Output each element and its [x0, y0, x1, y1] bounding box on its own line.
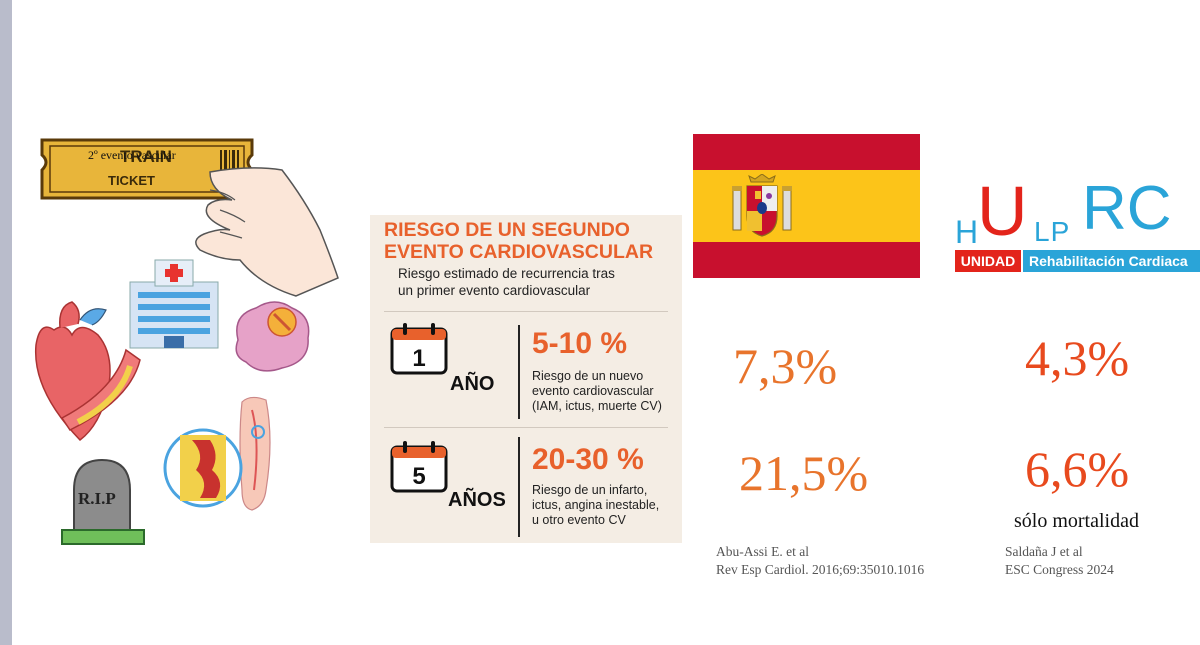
calendar-icon — [390, 441, 448, 493]
calendar-icon — [390, 323, 448, 375]
spain-flag — [693, 134, 920, 278]
infographic-title-line1: RIESGO DE UN SEGUNDO — [384, 219, 630, 241]
hand-icon — [195, 167, 339, 297]
logo-rehab-label: Rehabilitación Cardiaca — [1023, 250, 1200, 272]
reference-line: ESC Congress 2024 — [1005, 562, 1114, 577]
blood-clot-icon — [163, 428, 243, 508]
infographic-title: RIESGO DE UN SEGUNDO EVENTO CARDIOVASCUL… — [384, 219, 674, 263]
hulp-reference: Saldaña J et al ESC Congress 2024 — [1005, 543, 1114, 579]
reference-line: Saldaña J et al — [1005, 544, 1083, 559]
risk-description-1: Riesgo de un nuevo evento cardiovascular… — [532, 369, 692, 414]
logo-unidad-label: UNIDAD — [955, 250, 1021, 272]
artery-icon — [60, 348, 141, 431]
spain-stat-2: 21,5% — [739, 445, 869, 501]
row-divider-line — [518, 325, 520, 419]
desc-line: u otro evento CV — [532, 513, 626, 527]
desc-line: (IAM, ictus, muerte CV) — [532, 399, 662, 413]
coat-of-arms-icon — [732, 174, 792, 237]
risk-percent-5: 20-30 % — [532, 443, 644, 476]
divider — [384, 427, 668, 428]
brain-icon — [235, 301, 310, 372]
spain-reference: Abu-Assi E. et al Rev Esp Cardiol. 2016;… — [716, 543, 924, 579]
calendar-number-5: 5 — [412, 463, 426, 490]
period-label-1: AÑO — [450, 373, 495, 395]
flag-red-stripe — [693, 242, 920, 278]
hulprc-logo: H U LP RC UNIDAD Rehabilitación Cardiaca — [950, 170, 1200, 275]
flag-yellow-stripe — [693, 170, 920, 242]
infographic-subtitle-line2: un primer evento cardiovascular — [398, 283, 591, 298]
divider — [384, 311, 668, 312]
leg-icon — [239, 396, 271, 511]
illustration-collage: TRAIN TICKET — [20, 110, 350, 560]
logo-letter-h: H — [955, 214, 979, 250]
flag-red-stripe — [693, 134, 920, 170]
logo-letter-u: U — [977, 172, 1028, 250]
risk-infographic: RIESGO DE UN SEGUNDO EVENTO CARDIOVASCUL… — [370, 215, 682, 543]
infographic-subtitle-line1: Riesgo estimado de recurrencia tras — [398, 266, 615, 281]
left-edge-bar — [0, 0, 12, 645]
tombstone-text: R.I.P — [78, 489, 116, 508]
logo-letters-rc: RC — [1082, 174, 1172, 243]
mortality-note: sólo mortalidad — [1014, 510, 1139, 532]
spain-stat-1: 7,3% — [733, 338, 838, 394]
risk-percent-1: 5-10 % — [532, 327, 628, 360]
ticket-overlay-text: 2º evento vascular — [88, 148, 176, 162]
hulp-stat-1: 4,3% — [1025, 330, 1130, 386]
risk-description-5: Riesgo de un infarto, ictus, angina ines… — [532, 483, 692, 528]
infographic-title-line2: EVENTO CARDIOVASCULAR — [384, 241, 654, 263]
hulp-stat-2: 6,6% — [1025, 441, 1130, 497]
illustration-svg: TRAIN TICKET — [34, 138, 339, 545]
ticket-line1: TRAIN — [120, 147, 172, 166]
calendar-number-1: 1 — [412, 345, 426, 372]
desc-line: ictus, angina inestable, — [532, 498, 660, 512]
ticket-line2: TICKET — [108, 173, 155, 188]
logo-letters-lp: LP — [1034, 216, 1071, 247]
row-divider-line — [518, 437, 520, 537]
desc-line: Riesgo de un nuevo — [532, 369, 644, 383]
infographic-subtitle: Riesgo estimado de recurrencia tras un p… — [398, 265, 668, 299]
reference-line: Abu-Assi E. et al — [716, 544, 809, 559]
period-label-5: AÑOS — [448, 489, 506, 511]
tombstone-icon: R.I.P — [61, 458, 145, 545]
hospital-icon — [129, 259, 219, 349]
reference-line: Rev Esp Cardiol. 2016;69:35010.1016 — [716, 562, 925, 577]
desc-line: evento cardiovascular — [532, 384, 654, 398]
desc-line: Riesgo de un infarto, — [532, 483, 648, 497]
